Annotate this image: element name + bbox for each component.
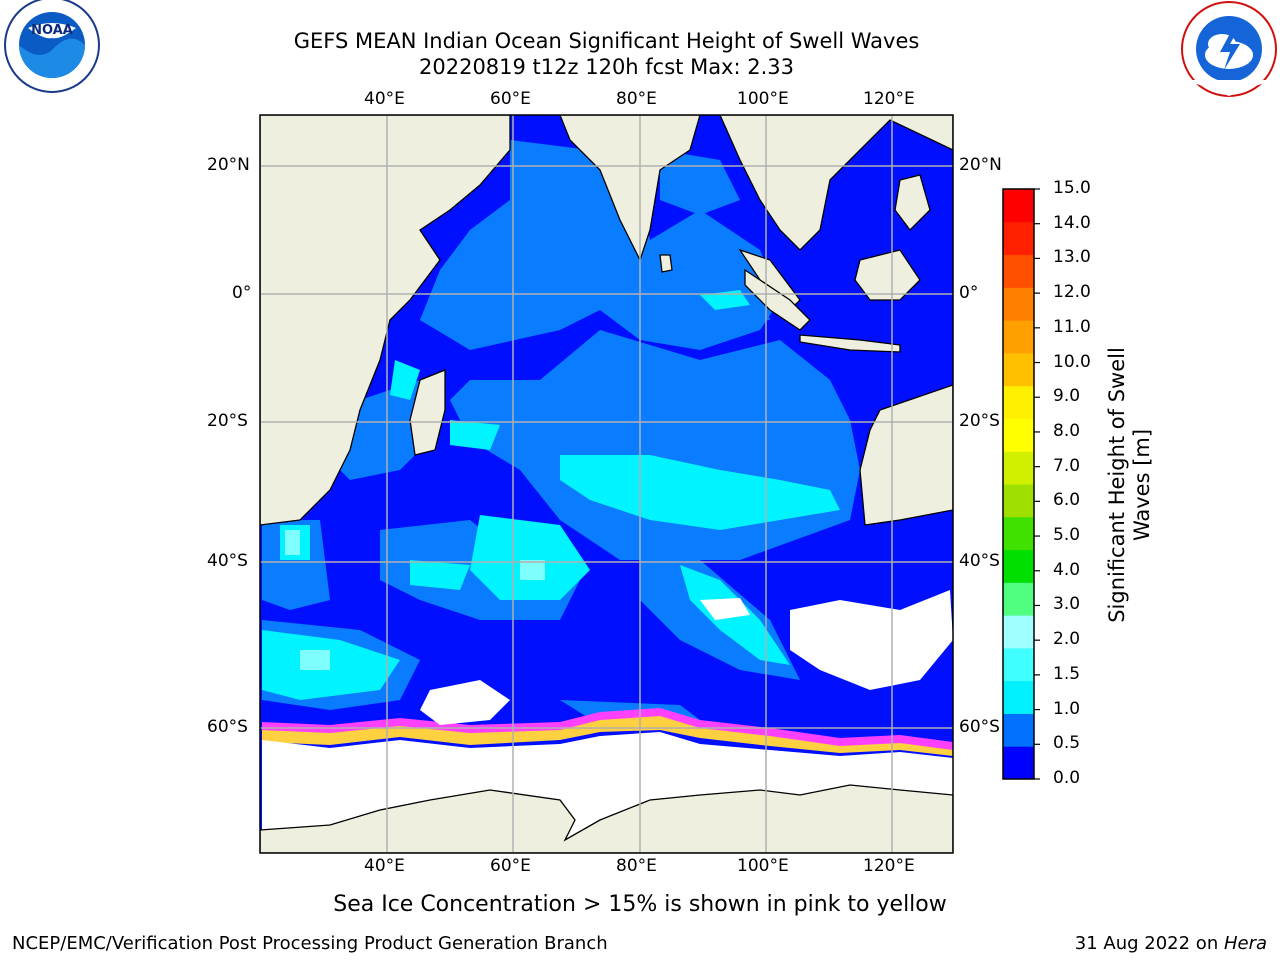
colorbar-segment (1003, 352, 1034, 387)
lat-label-right-40s: 40°S (959, 551, 1000, 571)
lat-label-left-40s: 40°S (207, 551, 248, 571)
colorbar-tick-label: 0.0 (1053, 768, 1081, 788)
lon-label-bottom-40e: 40°E (364, 856, 405, 876)
sea-ice-fringe (262, 708, 953, 756)
map-frame (259, 114, 954, 854)
map-title-line2: 20220819 t12z 120h fcst Max: 2.33 (419, 55, 794, 79)
lat-label-left-0: 0° (232, 283, 252, 303)
colorbar-tick-label: 7.0 (1053, 455, 1081, 476)
colorbar-tick-label: 14.0 (1053, 212, 1091, 233)
colorbar-segment (1003, 418, 1034, 452)
footer-date-text: 31 Aug 2022 on (1074, 933, 1224, 954)
colorbar-title-line1: Significant Height of Swell (1105, 347, 1129, 623)
colorbar-tick-label: 2.0 (1053, 629, 1081, 650)
colorbar-segment (1003, 582, 1034, 616)
colorbar-tick-label: 0.5 (1053, 733, 1081, 754)
map-plot-area (260, 115, 953, 853)
lon-label-bottom-60e: 60°E (490, 856, 531, 876)
colorbar (1003, 188, 1040, 780)
lon-label-top-120e: 120°E (863, 89, 915, 109)
colorbar-tick-label: 11.0 (1053, 316, 1091, 337)
colorbar-tick-label: 1.0 (1053, 698, 1081, 719)
lat-label-left-20n: 20°N (207, 155, 250, 175)
colorbar-tick-label: 12.0 (1053, 282, 1091, 303)
colorbar-tick-label: 4.0 (1053, 559, 1081, 580)
colorbar-segment (1003, 320, 1034, 354)
footer-credit: NCEP/EMC/Verification Post Processing Pr… (12, 933, 608, 954)
lat-label-right-20s: 20°S (959, 411, 1000, 431)
graticule (260, 115, 953, 853)
lat-label-left-20s: 20°S (207, 411, 248, 431)
colorbar-tick-label: 3.0 (1053, 594, 1081, 615)
lat-label-right-20n: 20°N (959, 155, 1002, 175)
colorbar-segment (1003, 189, 1034, 223)
sea-ice-caption: Sea Ice Concentration > 15% is shown in … (333, 892, 947, 917)
colorbar-tick-label: 8.0 (1053, 420, 1081, 441)
colorbar-segment (1003, 615, 1034, 649)
lon-label-bottom-120e: 120°E (863, 856, 915, 876)
colorbar-title-line2: Waves [m] (1130, 428, 1154, 542)
lon-label-top-40e: 40°E (364, 89, 405, 109)
lon-label-top-80e: 80°E (616, 89, 657, 109)
colorbar-tick-label: 15.0 (1053, 178, 1091, 198)
lat-label-left-60s: 60°S (207, 717, 248, 737)
colorbar-tick-label: 1.5 (1053, 663, 1081, 684)
colorbar-segment (1003, 484, 1034, 518)
colorbar-segment (1003, 680, 1034, 714)
lon-label-top-100e: 100°E (737, 89, 789, 109)
colorbar-segment (1003, 647, 1034, 682)
colorbar-segment (1003, 254, 1034, 288)
lon-label-bottom-100e: 100°E (737, 856, 789, 876)
colorbar-segment (1003, 287, 1034, 321)
swell-peak-regions (285, 530, 545, 670)
lat-label-right-0: 0° (959, 283, 979, 303)
colorbar-segment (1003, 385, 1034, 419)
colorbar-segment (1003, 549, 1034, 583)
colorbar-tick-label: 10.0 (1053, 351, 1091, 372)
colorbar-tick-label: 6.0 (1053, 490, 1081, 511)
colorbar-segment (1003, 516, 1034, 551)
footer-host: Hera (1223, 933, 1267, 954)
colorbar-tick-label: 9.0 (1053, 386, 1081, 407)
colorbar-segment (1003, 746, 1034, 780)
lon-label-bottom-80e: 80°E (616, 856, 657, 876)
colorbar-segment (1003, 451, 1034, 485)
lon-label-top-60e: 60°E (490, 89, 531, 109)
footer-date: 31 Aug 2022 on Hera (1075, 934, 1267, 954)
colorbar-segment (1003, 221, 1034, 256)
colorbar-segment (1003, 713, 1034, 747)
colorbar-tick-label: 5.0 (1053, 525, 1081, 546)
map-title-line1: GEFS MEAN Indian Ocean Significant Heigh… (293, 29, 920, 53)
colorbar-tick-label: 13.0 (1053, 247, 1091, 268)
colorbar-frame (1002, 188, 1035, 780)
lat-label-right-60s: 60°S (959, 717, 1000, 737)
